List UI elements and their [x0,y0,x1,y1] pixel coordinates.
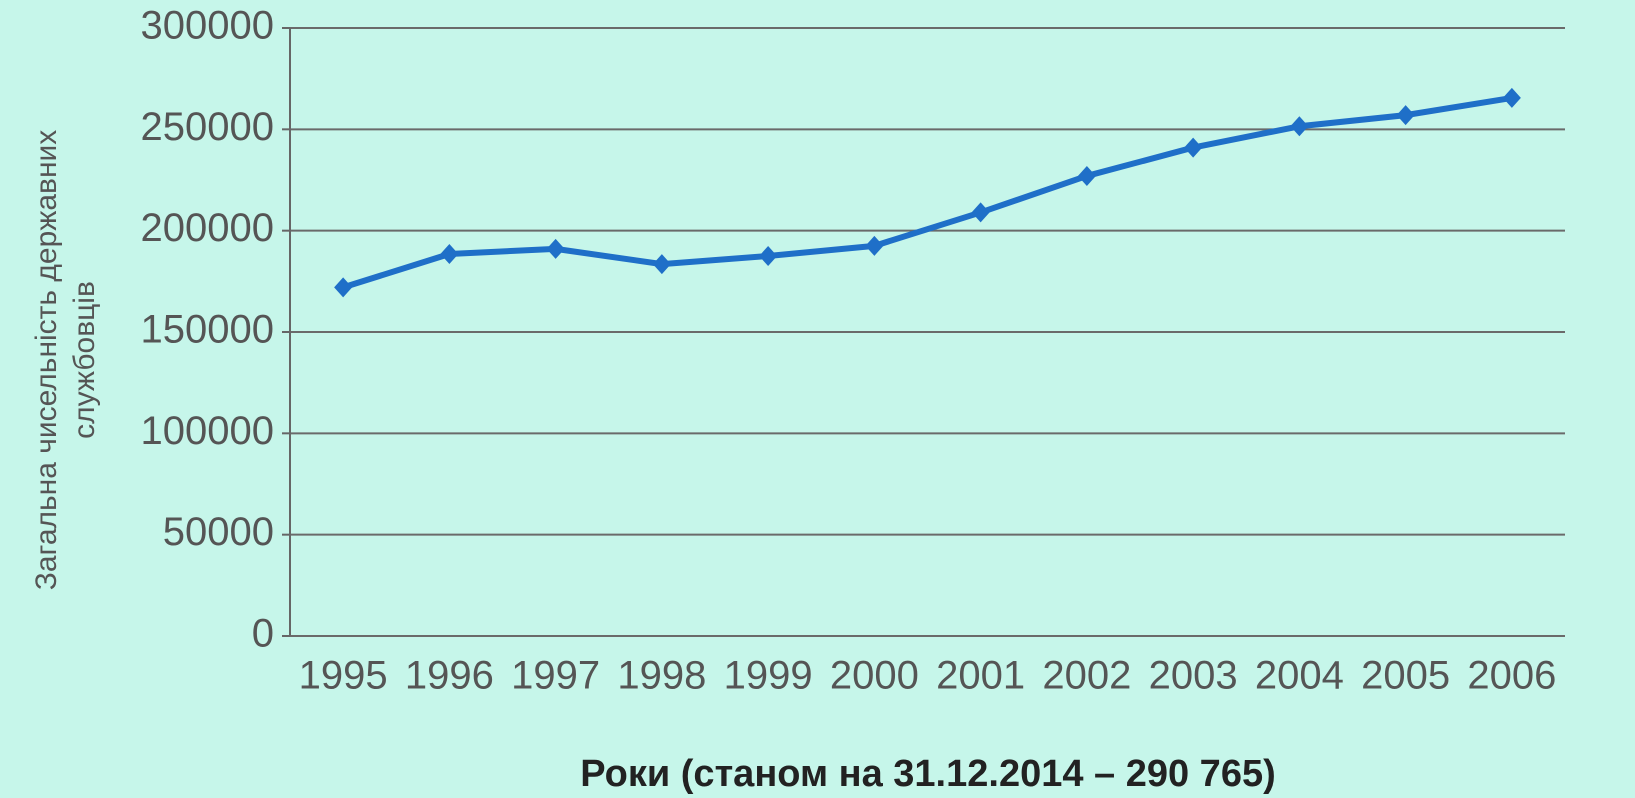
data-point [652,254,671,275]
data-point [1077,165,1096,186]
x-tick-label: 1999 [724,654,813,698]
data-point [1184,137,1203,158]
y-axis-label-line: службовців [68,281,101,439]
x-tick-label: 2003 [1149,654,1238,698]
y-tick-label: 250000 [141,105,274,149]
x-tick-label: 2002 [1042,654,1131,698]
y-tick-label: 300000 [141,4,274,48]
x-tick-label: 1995 [299,654,388,698]
x-tick-label: 1998 [617,654,706,698]
data-point [759,246,778,266]
data-point [865,235,884,256]
y-tick-label: 0 [252,612,274,656]
x-tick-label: 2000 [830,654,919,698]
x-axis-label: Роки (станом на 31.12.2014 – 290 765) [580,753,1276,795]
data-point [1502,87,1521,108]
y-tick-label: 150000 [141,308,274,352]
y-tick-label: 200000 [141,206,274,250]
y-axis-label-line: Загальна чисельність державних [30,130,63,591]
x-tick-label: 1997 [511,654,600,698]
x-tick-label: 2004 [1255,654,1344,698]
y-tick-label: 50000 [163,510,274,554]
x-tick-label: 1996 [405,654,494,698]
x-tick-label: 2005 [1361,654,1450,698]
x-tick-label: 2006 [1467,654,1556,698]
data-point [546,238,565,259]
data-point [440,243,459,264]
data-line [342,94,1513,291]
x-tick-label: 2001 [936,654,1025,698]
data-point [1290,116,1309,137]
data-point [1396,105,1415,126]
y-axis-label: Загальна чисельність державних службовці… [30,130,101,591]
data-point [971,202,990,223]
data-point [334,277,353,298]
y-tick-label: 100000 [141,409,274,453]
